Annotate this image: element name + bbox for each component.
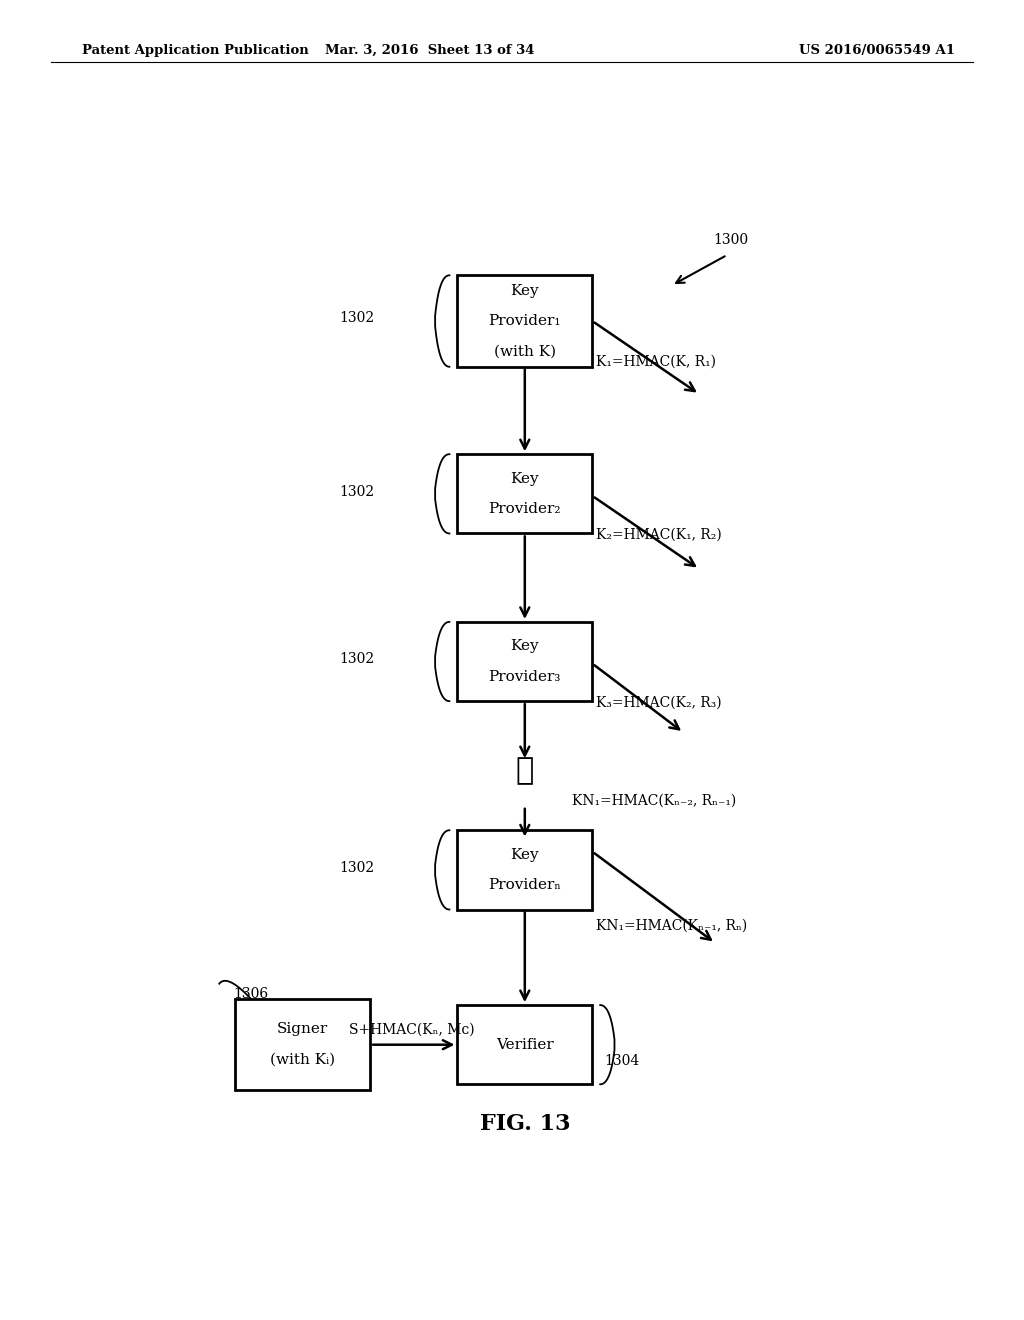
- Text: K₁=HMAC(K, R₁): K₁=HMAC(K, R₁): [596, 355, 716, 368]
- Text: US 2016/0065549 A1: US 2016/0065549 A1: [799, 44, 954, 57]
- Text: Provider₁: Provider₁: [488, 314, 561, 329]
- Text: Key: Key: [511, 639, 539, 653]
- Text: 1302: 1302: [339, 652, 374, 667]
- Text: Key: Key: [511, 284, 539, 297]
- Text: 1304: 1304: [604, 1053, 639, 1068]
- Text: Provider₃: Provider₃: [488, 669, 561, 684]
- Text: K₂=HMAC(K₁, R₂): K₂=HMAC(K₁, R₂): [596, 528, 722, 541]
- Text: Key: Key: [511, 471, 539, 486]
- Text: Patent Application Publication: Patent Application Publication: [82, 44, 308, 57]
- Text: Signer: Signer: [276, 1023, 329, 1036]
- Text: 1306: 1306: [233, 987, 268, 1001]
- FancyBboxPatch shape: [458, 622, 592, 701]
- Text: ⋮: ⋮: [516, 755, 534, 785]
- Text: Providerₙ: Providerₙ: [488, 878, 561, 892]
- Text: 1300: 1300: [714, 232, 749, 247]
- Text: S+HMAC(Kₙ, Mᴄ): S+HMAC(Kₙ, Mᴄ): [349, 1023, 475, 1036]
- Text: Key: Key: [511, 847, 539, 862]
- Text: 1302: 1302: [339, 312, 374, 325]
- FancyBboxPatch shape: [458, 830, 592, 909]
- FancyBboxPatch shape: [458, 454, 592, 533]
- Text: (with K): (with K): [494, 345, 556, 359]
- Text: KN₁=HMAC(Kₙ₋₁, Rₙ): KN₁=HMAC(Kₙ₋₁, Rₙ): [596, 919, 748, 933]
- Text: 1302: 1302: [339, 484, 374, 499]
- Text: Provider₂: Provider₂: [488, 502, 561, 516]
- FancyBboxPatch shape: [458, 276, 592, 367]
- Text: KN₁=HMAC(Kₙ₋₂, Rₙ₋₁): KN₁=HMAC(Kₙ₋₂, Rₙ₋₁): [572, 793, 736, 808]
- Text: (with Kᵢ): (with Kᵢ): [270, 1053, 335, 1067]
- Text: K₃=HMAC(K₂, R₃): K₃=HMAC(K₂, R₃): [596, 696, 722, 709]
- FancyBboxPatch shape: [236, 999, 370, 1090]
- Text: FIG. 13: FIG. 13: [479, 1113, 570, 1135]
- Text: Verifier: Verifier: [496, 1038, 554, 1052]
- Text: Mar. 3, 2016  Sheet 13 of 34: Mar. 3, 2016 Sheet 13 of 34: [326, 44, 535, 57]
- Text: 1302: 1302: [339, 861, 374, 875]
- FancyBboxPatch shape: [458, 1005, 592, 1084]
